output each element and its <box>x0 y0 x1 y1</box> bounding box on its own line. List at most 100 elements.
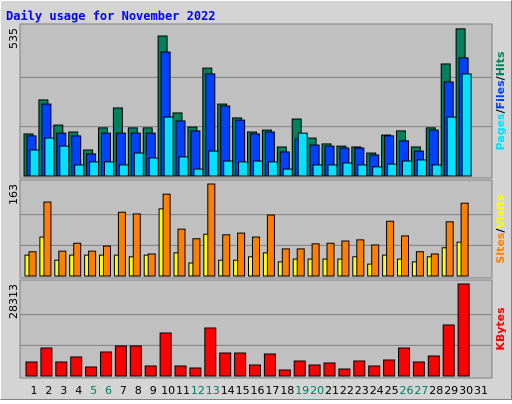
x-tick-label: 4 <box>75 384 82 397</box>
x-tick-label: 29 <box>444 384 458 397</box>
bar <box>234 352 247 377</box>
bar <box>253 160 263 177</box>
legend: Sites/Visits <box>494 194 507 264</box>
bar <box>461 73 472 177</box>
bar <box>293 360 306 377</box>
x-tick-label: 20 <box>310 384 324 397</box>
bar <box>415 251 424 277</box>
x-tick-label: 21 <box>325 384 339 397</box>
y-tick-label: 163 <box>7 184 20 205</box>
legend-separator: / <box>494 228 507 233</box>
bar <box>207 183 216 277</box>
bar <box>133 152 144 177</box>
legend-entry: Sites <box>494 232 507 263</box>
bar <box>162 193 171 277</box>
bar <box>73 242 82 277</box>
x-tick-label: 15 <box>236 384 250 397</box>
bar <box>88 250 97 277</box>
x-tick-label: 16 <box>251 384 265 397</box>
bar <box>311 243 320 277</box>
x-tick-label: 27 <box>414 384 428 397</box>
bar <box>460 202 469 277</box>
bar <box>103 245 111 277</box>
bar <box>457 283 470 377</box>
bar <box>296 248 305 277</box>
x-tick-label: 10 <box>161 384 175 397</box>
bar <box>401 235 409 277</box>
bar <box>147 253 156 277</box>
x-tick-label: 18 <box>280 384 294 397</box>
x-tick-label: 12 <box>191 384 205 397</box>
x-tick-label: 28 <box>429 384 443 397</box>
bar <box>204 327 217 377</box>
bar <box>402 160 412 177</box>
bar <box>398 347 410 377</box>
x-tick-label: 11 <box>176 384 190 397</box>
x-tick-label: 8 <box>135 384 142 397</box>
bar <box>163 116 174 177</box>
x-tick-label: 30 <box>459 384 473 397</box>
bar <box>357 164 368 177</box>
bar <box>114 345 127 377</box>
x-tick-label: 22 <box>340 384 354 397</box>
x-tick-label: 23 <box>355 384 369 397</box>
bar <box>100 351 112 377</box>
bar <box>416 159 427 177</box>
bar <box>326 242 335 277</box>
x-tick-label: 5 <box>90 384 97 397</box>
bar <box>177 228 186 277</box>
x-tick-label: 3 <box>60 384 67 397</box>
legend-entry: KBytes <box>494 307 507 351</box>
bar <box>222 234 231 277</box>
bar <box>28 251 37 277</box>
bar <box>263 353 276 377</box>
bar <box>412 361 425 377</box>
bar <box>442 324 455 377</box>
bar <box>132 213 141 277</box>
legend-separator: / <box>494 108 507 113</box>
bar <box>238 161 249 177</box>
legend: KBytes <box>494 307 507 351</box>
x-tick-label: 9 <box>150 384 157 397</box>
bar <box>308 364 321 377</box>
bar <box>189 367 202 377</box>
x-tick-label: 13 <box>206 384 220 397</box>
bar <box>118 164 129 177</box>
bar <box>129 345 142 377</box>
bar <box>278 369 291 377</box>
bar <box>323 362 336 377</box>
bar <box>29 149 40 177</box>
x-tick-label: 1 <box>31 384 38 397</box>
bar <box>85 366 98 377</box>
bar <box>148 157 159 177</box>
bar <box>327 164 338 177</box>
bar <box>383 359 396 377</box>
x-tick-label: 7 <box>120 384 127 397</box>
bar <box>74 164 85 177</box>
bar <box>58 250 67 277</box>
chart-title: Daily usage for November 2022 <box>6 9 216 23</box>
bar <box>223 160 234 177</box>
bar <box>386 220 395 277</box>
bar <box>59 145 70 177</box>
bar <box>312 164 323 177</box>
bar <box>387 163 398 177</box>
bar <box>174 365 187 377</box>
x-tick-label: 25 <box>385 384 399 397</box>
bar <box>89 161 100 177</box>
bar <box>353 360 366 377</box>
x-tick-label: 14 <box>221 384 235 397</box>
bar <box>282 168 293 177</box>
legend: Pages/Files/Hits <box>494 51 507 150</box>
bar <box>342 162 353 177</box>
x-tick-label: 19 <box>295 384 309 397</box>
x-tick-label: 6 <box>105 384 112 397</box>
bar <box>104 161 114 177</box>
bar <box>267 161 278 177</box>
bar <box>70 356 83 377</box>
bar <box>144 365 157 377</box>
bar <box>44 137 55 177</box>
bar <box>249 364 261 377</box>
bar <box>237 232 246 277</box>
